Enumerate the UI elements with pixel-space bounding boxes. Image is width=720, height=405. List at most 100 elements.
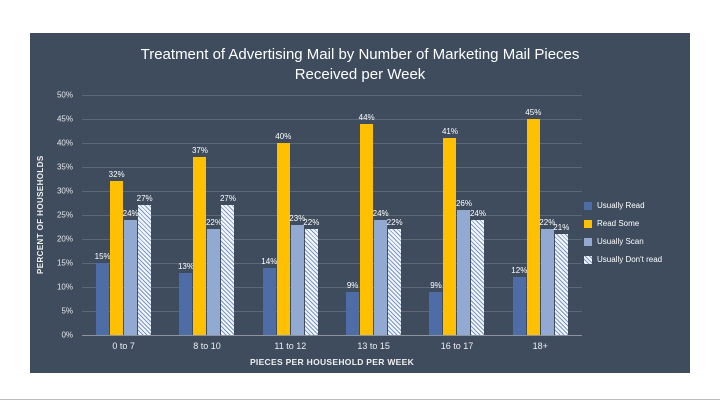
y-axis: 50% 45% 40% 35% 30% 25% 20% 15% 10% 5% 0% — [50, 91, 78, 340]
bar-usually-scan: 24% — [373, 209, 389, 335]
bar-group: 13% 37% 22% 27% — [178, 95, 236, 335]
y-tick-label: 50% — [56, 90, 73, 100]
legend-label: Usually Don't read — [597, 255, 663, 264]
bar-value-label: 9% — [346, 280, 359, 290]
bar-usually-scan: 24% — [123, 209, 139, 335]
bar-usually-read: 9% — [346, 281, 360, 335]
x-axis-labels: 0 to 7 8 to 10 11 to 12 13 to 15 16 to 17 18+ — [82, 341, 582, 351]
y-axis-title: PERCENT OF HOUSEHOLDS — [36, 155, 45, 275]
chart-title-line1: Treatment of Advertising Mail by Number … — [140, 46, 580, 63]
bar-group: 9% 44% 24% 22% — [346, 95, 403, 335]
bar-groups: 15% 32% 24% 27% 13% 37% 22% 27% 14% 40% 23% 22% 9% 44… — [82, 95, 582, 335]
x-category-label: 0 to 7 — [112, 341, 135, 351]
gridline — [82, 335, 582, 336]
bar-group: 12% 45% 22% 21% — [511, 95, 569, 335]
chart-panel: Treatment of Advertising Mail by Number … — [30, 33, 690, 373]
bar-value-label: 15% — [94, 252, 111, 261]
legend-swatch — [584, 219, 592, 228]
legend-item: Read Some — [584, 219, 684, 228]
x-category-label: 13 to 15 — [357, 341, 390, 351]
gridlines — [82, 95, 582, 336]
y-tick-label: 45% — [56, 114, 73, 124]
gridline — [82, 167, 582, 168]
legend: Usually Read Read Some Usually Scan Usually… — [584, 201, 684, 264]
bar-usually-read: 13% — [178, 262, 194, 335]
legend-item: Usually Scan — [584, 237, 684, 246]
page-edge-line — [0, 399, 720, 400]
bar-value-label: 45% — [525, 108, 542, 117]
bar-read-some: 41% — [442, 127, 458, 335]
bar-usually-scan: 22% — [539, 218, 555, 335]
x-category-label: 16 to 17 — [440, 341, 474, 351]
plot-area: 15% 32% 24% 27% 13% 37% 22% 27% 14% 40% 23% 22% 9% 44… — [82, 95, 582, 336]
gridline — [82, 119, 582, 120]
bar-usually-don-t-read: 24% — [470, 209, 486, 335]
legend-swatch — [584, 255, 592, 264]
bar-value-label: 9% — [430, 280, 442, 290]
bar-value-label: 41% — [441, 127, 458, 137]
gridline — [82, 143, 582, 144]
bar-group: 9% 41% 26% 24% — [429, 95, 486, 335]
y-tick-label: 5% — [61, 306, 73, 316]
legend-label: Usually Read — [597, 201, 645, 210]
chart-title-line2: Received per Week — [294, 66, 426, 84]
bar-usually-don-t-read: 22% — [303, 218, 319, 335]
bar-read-some: 40% — [275, 132, 291, 335]
bar-value-label: 44% — [358, 112, 375, 122]
gridline — [82, 215, 582, 216]
bar-value-label: 37% — [191, 146, 208, 156]
gridline — [82, 287, 582, 288]
legend-item: Usually Read — [584, 201, 684, 210]
bar-value-label: 32% — [108, 170, 125, 180]
bar-read-some: 32% — [109, 170, 125, 335]
gridline — [82, 95, 582, 96]
bar-read-some: 37% — [192, 146, 208, 335]
gridline — [82, 311, 582, 312]
bar-usually-don-t-read: 21% — [553, 223, 569, 335]
x-category-label: 18+ — [532, 341, 548, 351]
bar-value-label: 13% — [177, 261, 194, 271]
bar-usually-read: 14% — [261, 257, 277, 335]
gridline — [82, 263, 582, 264]
bar-value-label: 27% — [219, 194, 236, 204]
bar-value-label: 22% — [539, 218, 556, 228]
bar-group: 15% 32% 24% 27% — [95, 95, 153, 335]
bar-value-label: 23% — [289, 213, 306, 223]
bar-usually-read: 9% — [429, 281, 443, 335]
y-tick-label: 30% — [56, 186, 73, 196]
bar-read-some: 44% — [359, 113, 375, 335]
bar-usually-scan: 26% — [456, 199, 472, 335]
bar-usually-scan: 22% — [206, 218, 222, 335]
y-tick-label: 40% — [56, 138, 73, 148]
legend-item: Usually Don't read — [584, 255, 684, 264]
bar-usually-don-t-read: 27% — [137, 194, 153, 335]
x-category-label: 8 to 10 — [193, 341, 221, 351]
bar-value-label: 24% — [372, 208, 389, 218]
bar-usually-read: 15% — [95, 252, 111, 335]
bar-read-some: 45% — [525, 108, 541, 335]
bar-value-label: 12% — [511, 266, 528, 276]
bar-value-label: 27% — [136, 194, 153, 204]
bar-value-label: 21% — [553, 223, 570, 233]
chart-title: Treatment of Advertising Mail by Number … — [30, 45, 690, 86]
y-tick-label: 25% — [56, 210, 73, 220]
gridline — [82, 239, 582, 240]
x-category-label: 11 to 12 — [274, 341, 307, 351]
legend-label: Usually Scan — [597, 237, 644, 246]
bar-value-label: 40% — [275, 132, 292, 141]
bar-value-label: 22% — [303, 218, 320, 228]
legend-swatch — [584, 237, 592, 246]
bar-value-label: 22% — [205, 218, 222, 228]
bar-usually-don-t-read: 22% — [387, 218, 403, 335]
legend-label: Read Some — [597, 219, 640, 228]
bar-value-label: 24% — [122, 208, 139, 218]
bar-group: 14% 40% 23% 22% — [261, 95, 319, 335]
gridline — [82, 191, 582, 192]
y-tick-label: 10% — [56, 282, 73, 292]
y-tick-label: 15% — [56, 258, 73, 268]
bar-usually-don-t-read: 27% — [220, 194, 236, 335]
bar-value-label: 26% — [455, 199, 472, 209]
y-tick-label: 20% — [56, 234, 73, 244]
x-axis-title: PIECES PER HOUSEHOLD PER WEEK — [249, 357, 415, 367]
bar-value-label: 24% — [469, 208, 486, 218]
